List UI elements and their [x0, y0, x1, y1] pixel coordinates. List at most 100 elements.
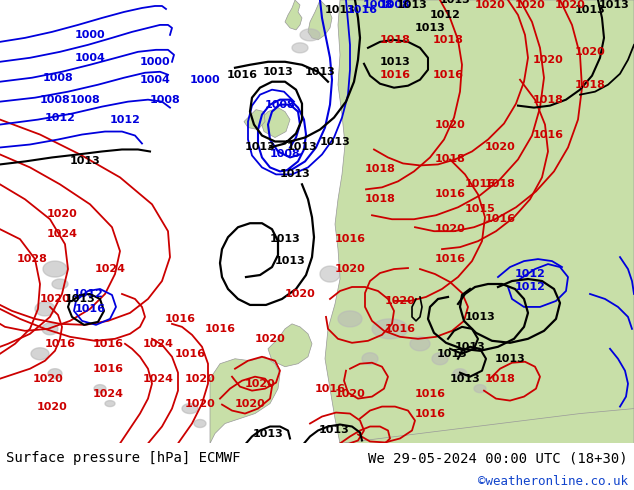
Polygon shape: [43, 261, 67, 277]
Text: 1013: 1013: [598, 0, 630, 10]
Text: 1013: 1013: [65, 294, 95, 304]
Polygon shape: [300, 29, 320, 41]
Text: 1012: 1012: [44, 113, 75, 122]
Polygon shape: [35, 302, 55, 316]
Text: 1008: 1008: [363, 0, 393, 10]
Text: 1013: 1013: [269, 234, 301, 244]
Text: 1013: 1013: [287, 143, 318, 152]
Text: 1013: 1013: [450, 374, 481, 384]
Text: 1013: 1013: [439, 0, 470, 5]
Text: 1013: 1013: [574, 5, 605, 15]
Text: 1020: 1020: [515, 0, 545, 10]
Text: 1016: 1016: [314, 384, 346, 393]
Text: 1016: 1016: [226, 70, 257, 80]
Polygon shape: [308, 0, 332, 40]
Text: 1008: 1008: [39, 95, 70, 105]
Polygon shape: [474, 385, 486, 392]
Polygon shape: [260, 108, 290, 138]
Text: 1013: 1013: [380, 57, 410, 67]
Text: 1013: 1013: [415, 23, 445, 33]
Text: 1018: 1018: [432, 35, 463, 45]
Text: 1013: 1013: [245, 143, 275, 152]
Text: 1020: 1020: [235, 398, 266, 409]
Text: 1020: 1020: [37, 402, 67, 412]
Text: 1013: 1013: [280, 170, 311, 179]
Text: 1018: 1018: [484, 179, 515, 189]
Polygon shape: [325, 0, 634, 443]
Text: 1016: 1016: [93, 364, 124, 374]
Text: 1020: 1020: [184, 398, 216, 409]
Polygon shape: [194, 419, 206, 427]
Polygon shape: [268, 324, 312, 367]
Text: 1020: 1020: [285, 289, 315, 299]
Polygon shape: [52, 279, 68, 289]
Text: 1016: 1016: [205, 324, 235, 334]
Text: 1016: 1016: [174, 349, 205, 359]
Text: 1020: 1020: [475, 0, 505, 10]
Text: 1018: 1018: [533, 95, 564, 105]
Text: 1020: 1020: [184, 374, 216, 384]
Text: 1024: 1024: [94, 264, 126, 274]
Text: 1012: 1012: [515, 269, 545, 279]
Text: 1012: 1012: [72, 289, 103, 299]
Text: Surface pressure [hPa] ECMWF: Surface pressure [hPa] ECMWF: [6, 451, 241, 466]
Text: 1013: 1013: [304, 67, 335, 77]
Text: 1020: 1020: [484, 143, 515, 152]
Text: 1020: 1020: [385, 296, 415, 306]
Polygon shape: [182, 404, 198, 414]
Polygon shape: [105, 401, 115, 407]
Text: 1012: 1012: [110, 115, 141, 124]
Text: 1020: 1020: [555, 0, 585, 10]
Text: 1008: 1008: [380, 0, 410, 10]
Text: 1008: 1008: [42, 73, 74, 83]
Polygon shape: [210, 357, 280, 443]
Text: 1016: 1016: [432, 70, 463, 80]
Text: 1013: 1013: [397, 0, 427, 10]
Text: 1016: 1016: [434, 254, 465, 264]
Text: 1013: 1013: [465, 312, 495, 322]
Text: 1020: 1020: [255, 334, 285, 344]
Polygon shape: [453, 368, 467, 379]
Text: 1000: 1000: [139, 57, 171, 67]
Polygon shape: [362, 0, 400, 30]
Text: 1004: 1004: [139, 74, 171, 85]
Text: 1016: 1016: [335, 234, 365, 244]
Text: ©weatheronline.co.uk: ©weatheronline.co.uk: [477, 475, 628, 488]
Text: 1020: 1020: [335, 389, 365, 399]
Polygon shape: [372, 319, 408, 339]
Text: 1020: 1020: [435, 120, 465, 129]
Polygon shape: [48, 368, 62, 379]
Text: 1020: 1020: [335, 264, 365, 274]
Polygon shape: [320, 266, 340, 282]
Text: 1016: 1016: [44, 339, 75, 349]
Polygon shape: [338, 311, 362, 327]
Text: 1015: 1015: [465, 204, 495, 214]
Text: 1016: 1016: [164, 314, 195, 324]
Text: 1012: 1012: [515, 282, 545, 292]
Text: 1020: 1020: [245, 379, 275, 389]
Polygon shape: [432, 353, 448, 365]
Text: 1008: 1008: [269, 149, 301, 159]
Text: 1013: 1013: [275, 256, 306, 266]
Text: 1020: 1020: [574, 47, 605, 57]
Polygon shape: [42, 323, 58, 335]
Text: 1013: 1013: [325, 5, 356, 15]
Text: 1020: 1020: [47, 209, 77, 219]
Text: 1013: 1013: [320, 137, 351, 147]
Text: 1028: 1028: [16, 254, 48, 264]
Text: 1008: 1008: [150, 95, 181, 105]
Text: 1024: 1024: [93, 389, 124, 399]
Text: 1004: 1004: [75, 53, 105, 63]
Polygon shape: [292, 43, 308, 53]
Polygon shape: [31, 348, 49, 360]
Text: 1013: 1013: [70, 156, 100, 167]
Text: 1012: 1012: [430, 10, 460, 20]
Polygon shape: [410, 337, 430, 351]
Text: 1018: 1018: [434, 154, 465, 165]
Text: 1016: 1016: [415, 389, 446, 399]
Text: 1000: 1000: [190, 74, 220, 85]
Text: 1016: 1016: [533, 129, 564, 140]
Text: 1016: 1016: [415, 409, 446, 418]
Text: 1020: 1020: [39, 294, 70, 304]
Text: 1024: 1024: [143, 374, 174, 384]
